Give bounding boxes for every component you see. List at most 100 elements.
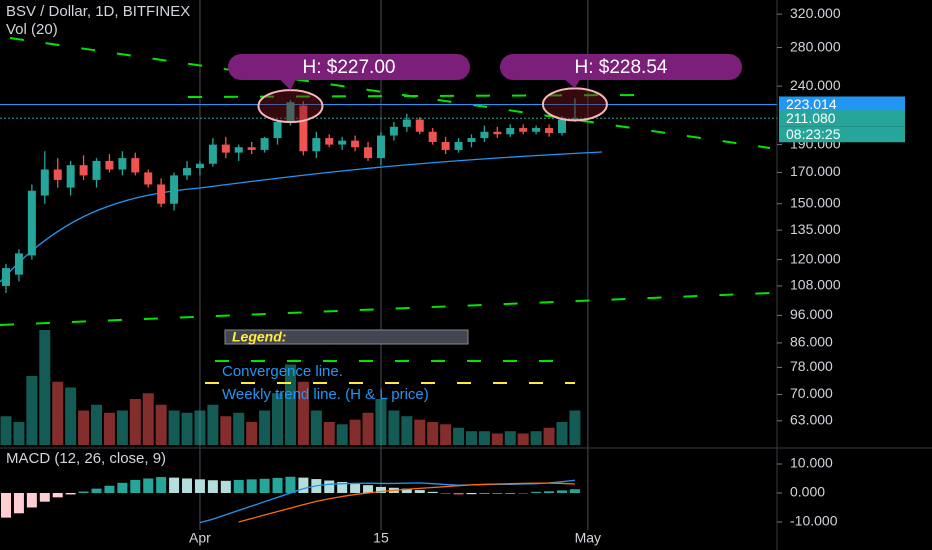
candle-body: [195, 163, 204, 169]
histogram-bar: [182, 478, 193, 493]
volume-bar: [336, 424, 348, 445]
candle-body: [286, 102, 295, 122]
y-tick-label: 0.000: [790, 484, 825, 500]
candle-body: [364, 147, 373, 159]
volume-bar: [26, 376, 38, 445]
candle-body: [273, 121, 282, 139]
histogram-bar: [440, 492, 451, 494]
histogram-bar: [104, 485, 115, 493]
y-tick-label: -10.000: [790, 513, 838, 529]
x-tick-label: 15: [373, 530, 389, 546]
candle-body: [441, 141, 450, 150]
volume-bar: [13, 422, 25, 445]
callout-text: H: $228.54: [575, 57, 668, 78]
layers: [0, 0, 589, 530]
volume-bar: [284, 364, 296, 445]
histogram-bar: [479, 492, 490, 494]
histogram-bar: [169, 477, 180, 493]
legend-title: Legend:: [232, 329, 286, 345]
indicator-title: MACD (12, 26, close, 9): [6, 450, 166, 467]
volume-bar: [194, 410, 206, 445]
histogram-bar: [65, 492, 76, 495]
candle-body: [247, 147, 256, 150]
y-tick-label: 63.000: [790, 412, 833, 428]
candle-body: [519, 128, 528, 132]
y-tick-label: 320.000: [790, 5, 841, 21]
volume-bar: [65, 387, 77, 445]
histogram-bar: [272, 477, 283, 493]
volume-bar: [478, 431, 490, 445]
candle-body: [27, 190, 36, 256]
candle-body: [118, 158, 127, 170]
candle-body: [79, 165, 88, 176]
callout: [500, 54, 742, 80]
candle-body: [557, 119, 566, 134]
histogram-bar: [1, 492, 11, 518]
volume-bar: [39, 330, 51, 445]
callout-text: H: $227.00: [303, 57, 396, 78]
volume-bar: [504, 431, 516, 445]
candle-body: [506, 128, 515, 135]
histogram-bar: [156, 477, 167, 493]
histogram-bar: [427, 491, 438, 493]
volume-bar: [427, 422, 439, 445]
volume-title: Vol (20): [6, 21, 58, 38]
candle-body: [299, 105, 308, 152]
volume-bar: [310, 410, 322, 445]
histogram-bar: [220, 480, 231, 493]
y-tick-label: 96.000: [790, 306, 833, 322]
y-tick-label: 108.000: [790, 277, 841, 293]
histogram-bar: [466, 492, 477, 495]
candle-body: [105, 160, 114, 170]
volume-bar: [103, 412, 115, 445]
volume-bar: [116, 410, 128, 445]
candle-body: [234, 147, 243, 153]
histogram-bar: [324, 480, 335, 493]
volume-bar: [388, 410, 400, 445]
volume-bar: [543, 427, 555, 445]
candle-body: [40, 169, 49, 196]
y-tick-label: 170.000: [790, 163, 841, 179]
histogram-bar: [91, 488, 102, 493]
histogram-bar: [26, 492, 37, 508]
candle-body: [144, 172, 153, 185]
histogram-bar: [518, 492, 529, 494]
highlight-circle: [257, 89, 324, 124]
y-tick-label: 280.000: [790, 38, 841, 54]
y-tick-label: 120.000: [790, 250, 841, 266]
histogram-bar: [556, 490, 567, 493]
volume-bar: [401, 416, 413, 445]
volume-bar: [556, 422, 568, 445]
x-tick-label: May: [575, 530, 601, 546]
chart-title: BSV / Dollar, 1D, BITFINEX: [6, 3, 190, 20]
histogram-bar: [130, 479, 141, 493]
candle-body: [480, 131, 489, 139]
x-tick-label: Apr: [189, 530, 211, 546]
volume-bar: [0, 416, 12, 445]
histogram-bar: [143, 478, 154, 493]
volume-bar: [297, 381, 309, 445]
volume-bar: [91, 404, 103, 445]
volume-bar: [465, 431, 477, 445]
y-tick-label: 86.000: [790, 334, 833, 350]
price-label-box: [779, 110, 905, 127]
histogram-bar: [39, 492, 50, 502]
legend-item: Convergence line.: [222, 363, 343, 380]
candle-body: [493, 131, 502, 135]
candle-body: [53, 169, 62, 180]
legend-box: [224, 329, 469, 345]
volume-bar: [517, 433, 529, 445]
volume-bar: [220, 416, 232, 445]
histogram-bar: [531, 491, 542, 493]
candle-body: [183, 168, 192, 176]
price-label: 211.080: [786, 110, 836, 126]
volume-bar: [78, 410, 90, 445]
histogram-bar: [194, 479, 205, 493]
histogram-bar: [207, 480, 218, 493]
histogram-bar: [401, 488, 412, 493]
y-tick-label: 78.000: [790, 358, 833, 374]
candle-body: [325, 138, 334, 145]
candle-body: [208, 144, 217, 164]
candle-body: [338, 140, 347, 145]
